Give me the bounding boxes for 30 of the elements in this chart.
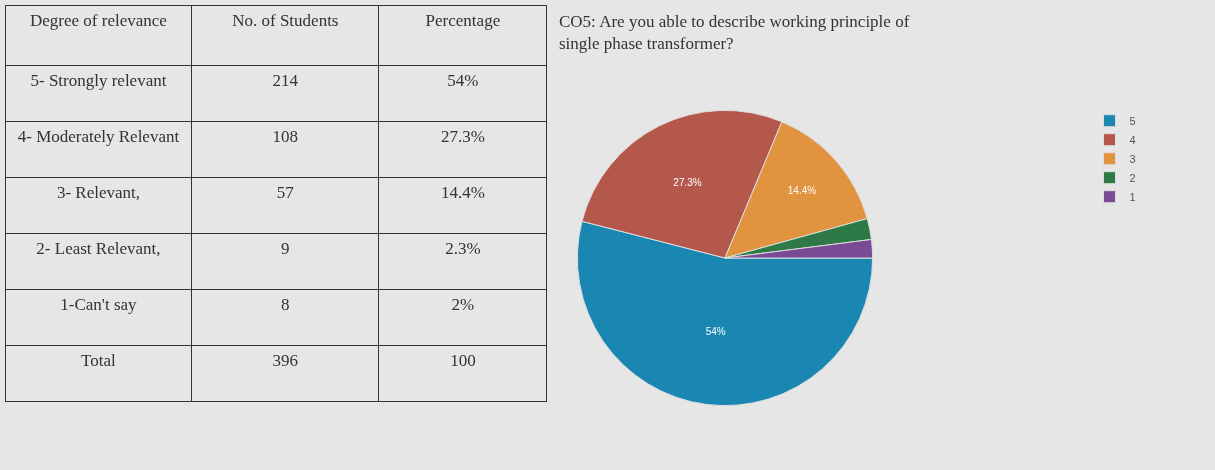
text: Total: [81, 350, 117, 370]
text: 100: [450, 350, 476, 370]
chart-title: CO5: Are you able to describe working principle of single phase transformer?: [559, 12, 910, 54]
text: 27.3%: [440, 126, 485, 146]
text: 2- Least Relevant,: [36, 238, 161, 258]
legend-label: 4: [1129, 133, 1136, 146]
text: No. of Students: [232, 10, 339, 30]
text: 214: [272, 70, 299, 90]
legend-label: 5: [1129, 114, 1136, 127]
text: 57: [276, 182, 295, 202]
text: 396: [272, 350, 299, 370]
text: 2.3%: [445, 238, 481, 258]
text: 4- Moderately Relevant: [17, 126, 180, 146]
legend-label: 3: [1129, 152, 1136, 165]
data-label: 14.4%: [787, 184, 817, 196]
text: 54%: [447, 70, 479, 90]
text: 5- Strongly relevant: [30, 70, 167, 90]
text: Degree of relevance: [30, 10, 167, 30]
text: 108: [272, 126, 299, 146]
legend-label: 2: [1129, 171, 1136, 184]
data-label: 54%: [705, 325, 726, 337]
legend-label: 1: [1129, 190, 1136, 203]
text: 14.4%: [440, 182, 485, 202]
text: 9: [281, 238, 290, 258]
text: 3- Relevant,: [56, 182, 140, 202]
data-label: 27.3%: [673, 177, 702, 189]
text: 8: [281, 294, 290, 314]
text: 2%: [451, 294, 475, 314]
text: 1-Can't say: [60, 294, 138, 314]
text: Percentage: [425, 10, 501, 30]
